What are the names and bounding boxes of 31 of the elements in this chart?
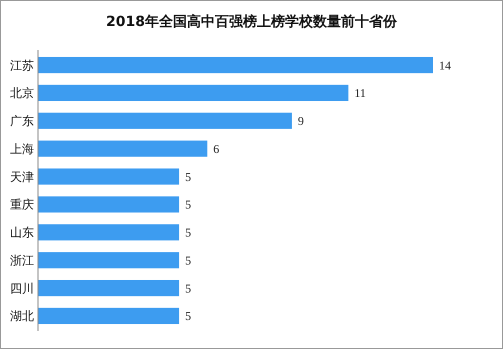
y-tick-label: 上海	[10, 142, 34, 156]
bar	[38, 84, 348, 102]
data-label: 5	[185, 170, 192, 184]
bar	[38, 56, 433, 74]
bar	[38, 168, 180, 185]
y-tick-label: 浙江	[10, 253, 34, 268]
data-label: 5	[185, 281, 192, 296]
data-label: 14	[439, 58, 451, 72]
y-tick-label: 北京	[10, 86, 34, 100]
y-tick-label: 山东	[10, 226, 34, 240]
data-label: 5	[185, 198, 192, 212]
bar	[38, 252, 180, 268]
data-label: 6	[213, 142, 220, 156]
y-tick-label: 重庆	[10, 198, 34, 212]
bar	[38, 224, 180, 240]
chart-title: 2018年全国高中百强榜上榜学校数量前十省份	[106, 13, 398, 30]
data-label: 5	[185, 309, 192, 324]
bar	[38, 112, 292, 129]
y-tick-label: 广东	[10, 114, 34, 128]
bar	[38, 308, 180, 324]
bar	[38, 140, 208, 157]
y-tick-label: 四川	[10, 281, 34, 296]
data-label: 5	[185, 253, 192, 268]
bar	[38, 280, 180, 296]
y-tick-label: 天津	[10, 170, 34, 184]
y-tick-label: 湖北	[10, 309, 34, 324]
data-label: 11	[354, 86, 366, 100]
data-label: 9	[298, 114, 304, 128]
y-tick-label: 江苏	[10, 58, 34, 72]
bar	[38, 196, 180, 213]
data-label: 5	[185, 226, 192, 240]
